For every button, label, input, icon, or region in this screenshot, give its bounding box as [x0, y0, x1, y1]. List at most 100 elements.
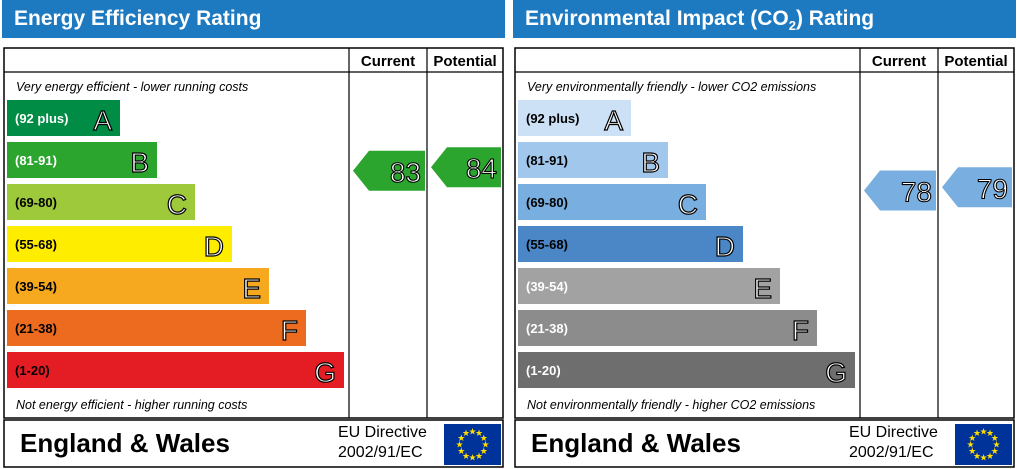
band-range-label: (69-80)	[526, 195, 568, 210]
environmental-impact-panel: Environmental Impact (CO2) Rating Curren…	[513, 0, 1016, 469]
band-g	[518, 352, 855, 388]
eu-star-icon: ★	[481, 440, 489, 450]
band-letter-d: D	[715, 231, 735, 262]
eu-star-icon: ★	[979, 427, 987, 437]
band-e	[7, 268, 269, 304]
band-letter-b: B	[130, 147, 149, 178]
band-letter-f: F	[792, 315, 809, 346]
chart-frame	[3, 47, 504, 419]
eu-star-icon: ★	[973, 428, 981, 438]
eu-star-icon: ★	[968, 446, 976, 456]
footer-region: England & Wales	[20, 428, 230, 458]
eu-directive-text: EU Directive 2002/91/EC	[338, 423, 427, 463]
energy-rating-chart: Current Potential Very energy efficient - …	[3, 47, 504, 468]
bottom-note: Not energy efficient - higher running co…	[16, 398, 247, 412]
title-end: ) Rating	[795, 7, 875, 30]
band-range-label: (92 plus)	[526, 111, 579, 126]
eu-star-icon: ★	[979, 453, 987, 463]
eu-directive-line1: EU Directive	[338, 424, 427, 441]
band-c	[518, 184, 706, 220]
eu-star-icon: ★	[966, 440, 974, 450]
band-range-label: (21-38)	[15, 321, 57, 336]
band-a	[518, 100, 631, 136]
potential-rating-value: 79	[977, 173, 1008, 204]
band-letter-c: C	[678, 189, 698, 220]
environmental-rating-chart: Current Potential Very environmentally fri…	[514, 47, 1015, 468]
eu-star-icon: ★	[992, 440, 1000, 450]
current-column-header: Current	[361, 53, 415, 70]
current-column-header: Current	[872, 53, 926, 70]
chart-frame	[514, 47, 1015, 419]
eu-star-icon: ★	[462, 428, 470, 438]
eu-directive-line1: EU Directive	[849, 424, 938, 441]
potential-column-header: Potential	[433, 53, 496, 70]
band-a	[7, 100, 120, 136]
eu-flag-icon	[444, 424, 501, 465]
current-rating-value: 83	[390, 157, 421, 188]
eu-star-icon: ★	[462, 451, 470, 461]
eu-star-icon: ★	[475, 451, 483, 461]
top-note: Very environmentally friendly - lower CO…	[527, 80, 816, 94]
band-g	[7, 352, 344, 388]
band-e	[518, 268, 780, 304]
energy-efficiency-panel: Energy Efficiency Rating Current Potentia…	[2, 0, 505, 469]
eu-directive-line2: 2002/91/EC	[849, 444, 934, 461]
panel-title: Energy Efficiency Rating	[2, 0, 505, 38]
current-rating-value: 78	[901, 177, 932, 208]
title-subscript: 2	[788, 18, 796, 34]
panel-title: Environmental Impact (CO2) Rating	[513, 0, 1016, 38]
eu-star-icon: ★	[475, 428, 483, 438]
eu-star-icon: ★	[480, 433, 488, 443]
bottom-note: Not environmentally friendly - higher CO…	[527, 398, 815, 412]
band-range-label: (81-91)	[526, 153, 568, 168]
band-d	[518, 226, 743, 262]
eu-star-icon: ★	[468, 453, 476, 463]
eu-star-icon: ★	[991, 446, 999, 456]
band-letter-b: B	[641, 147, 660, 178]
band-range-label: (21-38)	[526, 321, 568, 336]
band-letter-f: F	[281, 315, 298, 346]
band-range-label: (55-68)	[15, 237, 57, 252]
band-letter-c: C	[167, 189, 187, 220]
band-f	[7, 310, 306, 346]
current-arrow	[353, 150, 425, 191]
potential-rating-value: 84	[466, 153, 497, 184]
eu-flag-icon	[955, 424, 1012, 465]
band-letter-a: A	[93, 105, 112, 136]
band-range-label: (69-80)	[15, 195, 57, 210]
band-c	[7, 184, 195, 220]
band-range-label: (92 plus)	[15, 111, 68, 126]
band-letter-d: D	[204, 231, 224, 262]
band-letter-g: G	[314, 357, 336, 388]
band-letter-e: E	[753, 273, 772, 304]
eu-star-icon: ★	[986, 428, 994, 438]
band-letter-a: A	[604, 105, 623, 136]
footer-region: England & Wales	[531, 428, 741, 458]
band-letter-g: G	[825, 357, 847, 388]
band-range-label: (1-20)	[15, 363, 50, 378]
band-f	[518, 310, 817, 346]
band-range-label: (81-91)	[15, 153, 57, 168]
potential-column-header: Potential	[944, 53, 1007, 70]
band-range-label: (1-20)	[526, 363, 561, 378]
eu-directive-line2: 2002/91/EC	[338, 444, 423, 461]
eu-star-icon: ★	[968, 433, 976, 443]
potential-arrow	[431, 147, 501, 188]
eu-star-icon: ★	[973, 451, 981, 461]
band-b	[7, 142, 157, 178]
band-range-label: (55-68)	[526, 237, 568, 252]
band-b	[518, 142, 668, 178]
eu-star-icon: ★	[468, 427, 476, 437]
top-note: Very energy efficient - lower running co…	[16, 80, 248, 94]
eu-star-icon: ★	[480, 446, 488, 456]
title-text: Energy Efficiency Rating	[14, 7, 262, 30]
eu-star-icon: ★	[986, 451, 994, 461]
footer-frame	[3, 419, 504, 468]
band-d	[7, 226, 232, 262]
eu-star-icon: ★	[455, 440, 463, 450]
band-letter-e: E	[242, 273, 261, 304]
eu-star-icon: ★	[991, 433, 999, 443]
title-main: Environmental Impact (CO	[525, 7, 789, 30]
eu-star-icon: ★	[457, 446, 465, 456]
band-range-label: (39-54)	[15, 279, 57, 294]
